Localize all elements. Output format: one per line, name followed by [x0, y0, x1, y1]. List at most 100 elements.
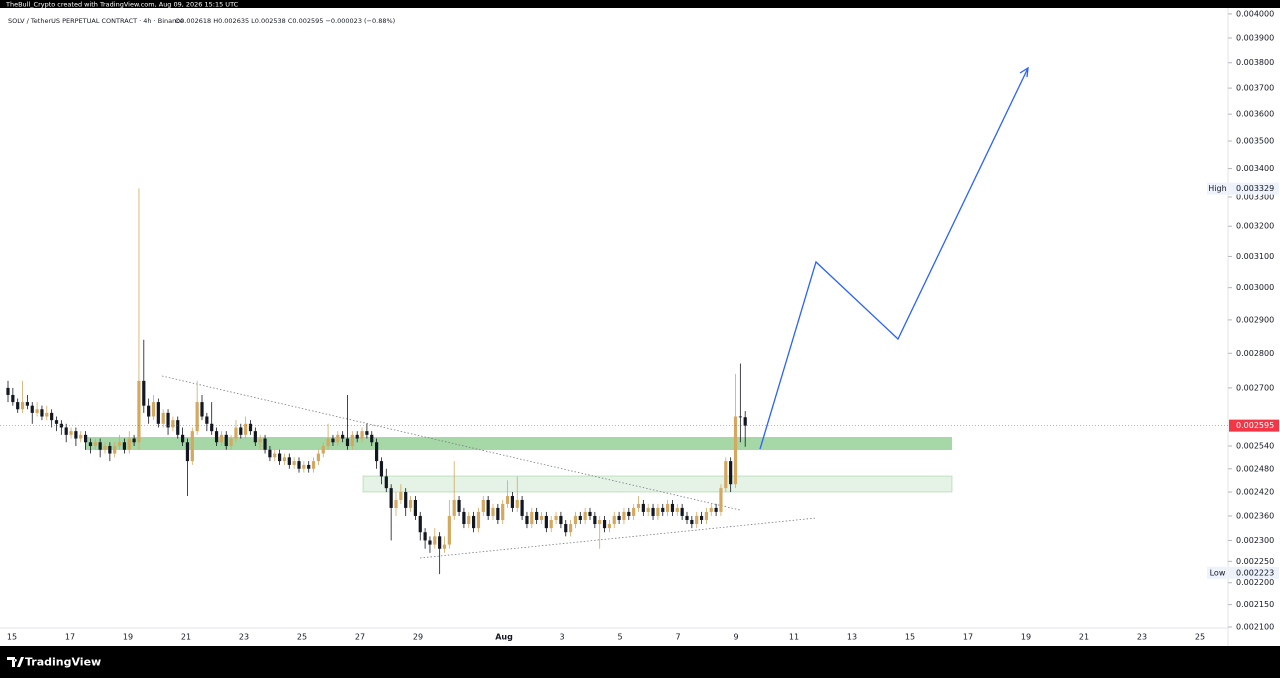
candle-body [88, 442, 93, 447]
y-tick-label: 0.002200 [1236, 578, 1274, 587]
x-tick-label: Aug [495, 633, 513, 642]
candle-body [690, 519, 694, 525]
candle-body [724, 461, 728, 489]
y-tick-label: 0.002250 [1236, 557, 1274, 566]
candle-body [486, 499, 490, 516]
candle-body [268, 449, 272, 458]
candle-body [627, 511, 631, 516]
candle-body [607, 524, 611, 529]
candle-body [704, 511, 708, 520]
candle-body [583, 511, 587, 520]
candle-body [316, 453, 320, 462]
x-tick-label: 23 [239, 633, 249, 642]
candle-body [632, 507, 636, 516]
x-tick-label: 21 [1079, 633, 1089, 642]
candle-body [122, 442, 126, 450]
candle-body [375, 442, 379, 462]
candle-body [452, 499, 456, 516]
candle-body [544, 515, 548, 529]
candle-body [709, 507, 713, 512]
candle-body [622, 511, 626, 520]
x-tick-label: 27 [355, 633, 365, 642]
candle-body [646, 507, 650, 512]
candle-body [45, 412, 49, 417]
candle-body [569, 524, 573, 533]
candle-body [481, 499, 485, 512]
candle-body [695, 515, 699, 525]
marker-tag: High [1208, 184, 1226, 193]
candle-body [559, 515, 563, 525]
y-tick-label: 0.003600 [1236, 110, 1274, 119]
y-tick-label: 0.002800 [1236, 349, 1274, 358]
candle-body [535, 511, 539, 520]
x-tick-label: 15 [7, 633, 17, 642]
projection-arrowhead [1019, 66, 1029, 78]
candle-body [617, 515, 621, 520]
symbol-legend: SOLV / TetherUS PERPETUAL CONTRACT · 4h … [8, 17, 184, 25]
candle-body [224, 434, 228, 447]
candle-body [394, 499, 398, 508]
candle-body [244, 423, 248, 435]
candle-body [743, 417, 747, 426]
candle-body [423, 532, 427, 541]
candle-body [714, 507, 718, 512]
candle-body [699, 515, 704, 520]
footer-brand: TradingView [25, 656, 101, 669]
candle-body [666, 503, 670, 512]
candle-body [365, 431, 369, 435]
candle-body [588, 511, 592, 516]
candle-body [370, 434, 374, 443]
last-price-label: 0.002595 [1236, 421, 1274, 430]
candle-body [350, 434, 354, 447]
credit-text: TheBull_Crypto created with TradingView.… [5, 1, 239, 9]
candle-body [467, 515, 471, 525]
candle-body [171, 420, 175, 428]
x-tick-label: 7 [675, 633, 680, 642]
candle-body [418, 515, 422, 533]
candle-body [132, 438, 136, 443]
candle-body [287, 457, 291, 465]
candle-body [321, 446, 325, 454]
y-tick-label: 0.002360 [1236, 511, 1274, 520]
candle-body [360, 431, 364, 439]
candle-body [670, 503, 675, 512]
candle-body [738, 416, 742, 418]
candle-body [447, 515, 451, 545]
candle-body [413, 499, 417, 516]
x-tick-label: 5 [617, 633, 622, 642]
y-tick-label: 0.002700 [1236, 383, 1274, 392]
candle-body [331, 438, 335, 443]
y-tick-label: 0.002540 [1236, 442, 1274, 451]
y-tick-label: 0.003900 [1236, 34, 1274, 43]
candle-body [457, 499, 461, 512]
y-tick-label: 0.004000 [1236, 9, 1274, 18]
candle-body [210, 423, 214, 432]
candle-body [16, 402, 20, 410]
x-tick-label: 17 [65, 633, 75, 642]
candle-body [214, 431, 219, 443]
candle-body [151, 402, 156, 417]
marker-value-box [1229, 566, 1279, 579]
x-tick-label: 21 [181, 633, 191, 642]
candle-body [472, 515, 476, 529]
candle-body [64, 427, 68, 435]
marker-tag: Low [1210, 568, 1226, 577]
candle-body [50, 412, 54, 421]
y-tick-label: 0.002150 [1236, 600, 1274, 609]
candle-body [137, 380, 141, 443]
candle-body [399, 492, 403, 500]
candle-body [311, 461, 316, 469]
candle-body [74, 431, 78, 439]
x-tick-label: 11 [789, 633, 799, 642]
candle-body [263, 438, 267, 450]
candle-body [651, 507, 655, 516]
candles [6, 188, 747, 575]
x-tick-label: 15 [905, 633, 915, 642]
candle-body [6, 387, 10, 395]
x-tick-label: 23 [1137, 633, 1147, 642]
x-tick-label: 13 [847, 633, 857, 642]
candle-body [273, 453, 277, 458]
candle-body [636, 503, 641, 508]
candle-body [612, 515, 616, 525]
